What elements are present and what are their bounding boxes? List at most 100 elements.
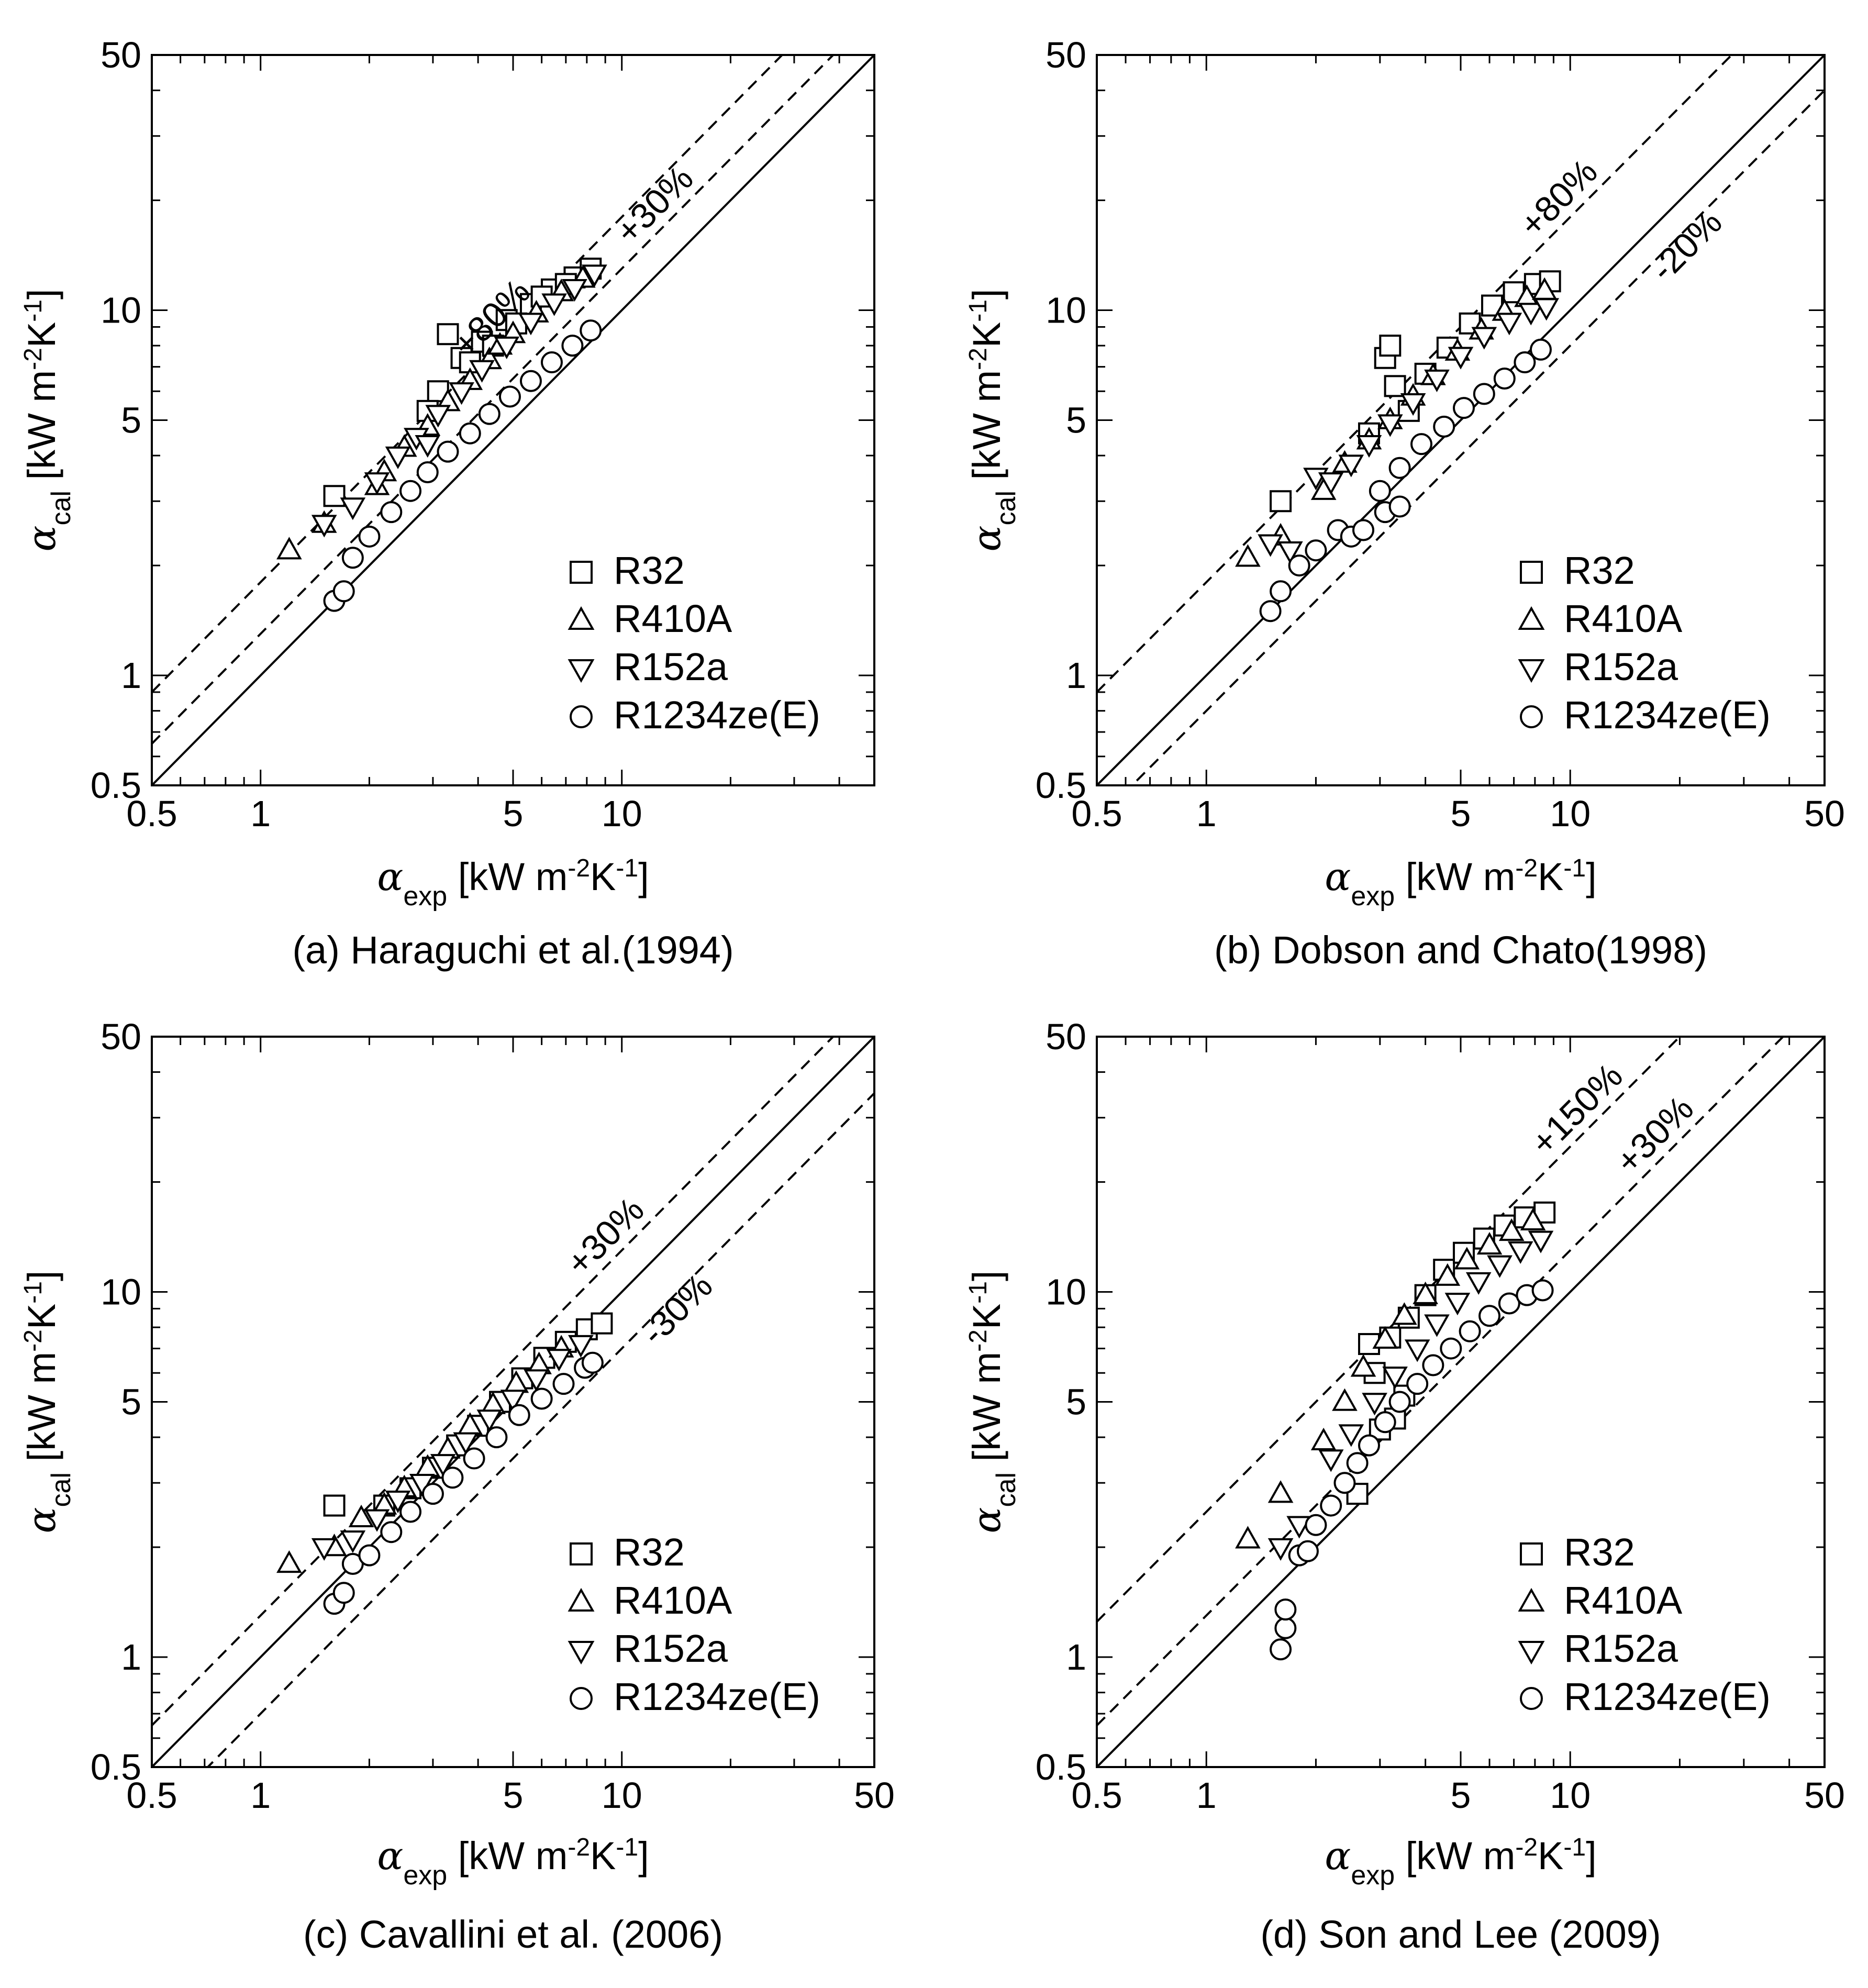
deviation-line (1130, 90, 1825, 785)
data-point-r32 (1270, 490, 1292, 513)
legend-marker (1518, 606, 1545, 630)
data-point-r152a (311, 515, 337, 538)
data-point-r1234ze-e- (1296, 1540, 1319, 1562)
data-area (1097, 55, 1825, 785)
data-point-r1234ze-e- (1459, 1320, 1481, 1342)
data-point-r1234ze-e- (1440, 1337, 1462, 1360)
data-point-r1234ze-e- (1514, 351, 1536, 374)
data-point-r152a (385, 446, 411, 470)
data-point-r1234ze-e- (1388, 457, 1411, 479)
data-point-r410a (1454, 1247, 1480, 1270)
data-point-r152a (340, 1530, 366, 1553)
data-point-r1234ze-e- (1406, 1373, 1429, 1395)
deviation-line (1097, 1037, 1785, 1726)
data-point-r410a (1372, 1326, 1398, 1349)
legend-marker (1518, 1641, 1545, 1665)
data-point-r1234ze-e- (1452, 397, 1475, 419)
data-point-r410a (1476, 1231, 1503, 1255)
legend-entry: R1234ze(E) (1564, 1675, 1771, 1718)
data-point-r410a (1235, 1526, 1261, 1549)
data-point-r32 (591, 1312, 613, 1335)
deviation-line (152, 1037, 835, 1726)
data-point-r1234ze-e- (358, 525, 381, 548)
data-point-r152a (1424, 1314, 1450, 1337)
legend-marker (1520, 561, 1543, 584)
y-axis-label: αcal [kW m-2K-1] (19, 1271, 77, 1534)
legend-entry: R32 (614, 549, 685, 592)
data-point-r1234ze-e- (1410, 433, 1433, 456)
data-point-r410a (276, 1550, 302, 1573)
panel-a: 0.5 1 5 100.5151050+30%+80%R32R410AR152aR12… (19, 35, 875, 972)
data-point-r1234ze-e- (561, 335, 584, 357)
data-point-r1234ze-e- (1388, 495, 1411, 518)
data-point-r152a (449, 382, 474, 405)
x-axis-label: αexp [kW m-2K-1] (377, 854, 649, 912)
data-point-r152a (1286, 1516, 1312, 1539)
x-tick-label: 0.5 (1071, 1775, 1122, 1816)
legend-entry: R410A (1564, 1579, 1683, 1622)
data-point-r152a (1362, 1393, 1387, 1416)
data-point-r32 (1379, 335, 1402, 357)
data-point-r1234ze-e- (508, 1404, 530, 1426)
data-point-r32 (323, 1494, 346, 1517)
legend-marker (1518, 1587, 1545, 1612)
y-axis-label: αcal [kW m-2K-1] (19, 289, 77, 552)
data-point-r1234ze-e- (332, 580, 355, 603)
data-point-r1234ze-e- (1274, 1617, 1297, 1639)
x-tick-label: 10 (602, 1775, 642, 1816)
x-tick-label: 0.5 (126, 793, 177, 834)
legend-entry: R152a (1564, 645, 1678, 688)
data-point-r1234ze-e- (1305, 1514, 1327, 1536)
data-point-r152a (1377, 414, 1403, 437)
panel-c: 0.5 1 5 10 50 0.5 1 5 10 50 +30%-30% R32 R410A R152a R… (19, 1016, 895, 1956)
data-point-r32 (323, 485, 346, 507)
data-point-r152a (518, 313, 544, 336)
y-tick-label: 10 (101, 1272, 141, 1313)
data-point-r152a (1404, 1339, 1430, 1362)
y-tick-label: 5 (1066, 1382, 1086, 1423)
legend-entry: R152a (614, 1627, 728, 1670)
data-point-r152a (568, 1335, 594, 1358)
x-tick-label: 1 (1196, 1775, 1217, 1816)
data-point-r152a (1533, 298, 1560, 321)
data-point-r152a (524, 1369, 549, 1392)
data-point-r1234ze-e- (332, 1582, 355, 1604)
data-point-r152a (364, 1509, 390, 1532)
data-point-r1234ze-e- (358, 1544, 381, 1567)
deviation-line (206, 1092, 874, 1767)
data-point-r152a (1518, 303, 1544, 326)
legend-entry: R152a (1564, 1627, 1678, 1670)
data-point-r1234ze-e- (1531, 1279, 1554, 1302)
data-point-r410a (1498, 1218, 1525, 1241)
data-point-r1234ze-e- (437, 440, 459, 463)
data-point-r152a (340, 497, 366, 520)
deviation-label: +30% (559, 1190, 652, 1283)
x-tick-label: 0.5 (1071, 793, 1122, 834)
data-point-r1234ze-e- (552, 1373, 575, 1395)
data-point-r152a (494, 336, 520, 360)
legend-entry: R1234ze(E) (614, 693, 820, 737)
panel-b: 0.5 1 5 10 50 0.5 1 5 10 50 -20% +80% R32 R410A R152a R… (964, 35, 1845, 972)
data-point-r410a (1413, 1281, 1438, 1304)
data-point-r1234ze-e- (1270, 580, 1292, 603)
legend-entry: R1234ze(E) (1564, 693, 1771, 737)
y-axis-label: αcal [kW m-2K-1] (964, 1271, 1022, 1534)
data-point-r1234ze-e- (530, 1387, 553, 1410)
data-point-r152a (1318, 472, 1344, 495)
data-point-r152a (1277, 541, 1303, 564)
data-point-r1234ze-e- (1358, 1434, 1380, 1457)
y-tick-label: 1 (1066, 655, 1086, 696)
x-tick-label: 5 (503, 793, 524, 834)
legend-marker (568, 606, 595, 630)
data-point-r152a (425, 405, 451, 428)
x-tick-label: 1 (250, 793, 271, 834)
data-point-r1234ze-e- (1478, 1305, 1501, 1327)
y-tick-label: 0.5 (91, 1747, 141, 1787)
data-point-r1234ze-e- (498, 385, 521, 408)
x-tick-label: 5 (503, 1775, 524, 1816)
data-point-r152a (1258, 534, 1283, 557)
data-point-r1234ze-e- (459, 422, 481, 445)
data-point-r1234ze-e- (1346, 1452, 1369, 1474)
data-point-r152a (582, 264, 607, 287)
y-tick-label: 5 (121, 1382, 141, 1423)
